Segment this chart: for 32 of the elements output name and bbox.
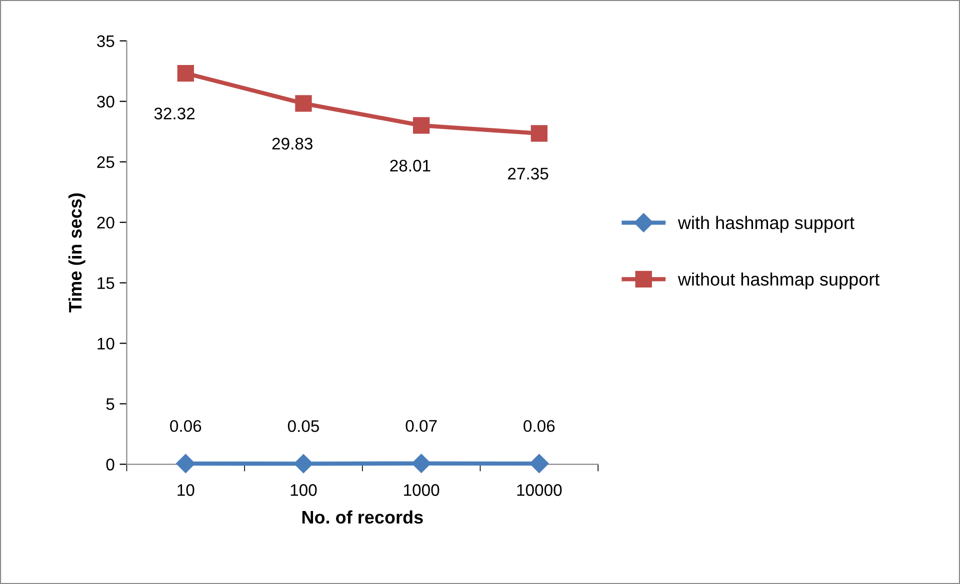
y-axis-title: Time (in secs) [68, 193, 86, 312]
point [294, 454, 314, 474]
data-label: 32.32 [154, 108, 195, 120]
y-tick-label: 10 [98, 338, 114, 350]
y-tick-label: 20 [97, 216, 114, 229]
x-tick-label: 100 [290, 484, 317, 496]
data-label: 0.06 [170, 420, 202, 432]
point [412, 117, 430, 134]
data-label: 0.05 [288, 420, 319, 432]
point [412, 454, 431, 473]
x-tick-label: 10000 [517, 484, 562, 496]
y-tick-label: 0 [106, 458, 114, 470]
point [530, 454, 549, 474]
legend-label: without hashmap support [678, 272, 880, 290]
point [176, 454, 196, 474]
y-tick-label: 35 [97, 35, 114, 48]
data-label: 27.35 [508, 168, 548, 180]
y-tick-label: 25 [97, 156, 114, 168]
data-label: 0.06 [524, 420, 555, 432]
y-tick-label: 5 [106, 398, 114, 410]
legend-label: with hashmap support [678, 216, 854, 233]
point [177, 64, 194, 82]
point [295, 95, 312, 112]
y-tick-label: 30 [97, 96, 114, 108]
y-tick-label: 15 [98, 277, 114, 290]
x-tick-label: 10 [178, 484, 194, 496]
point [530, 125, 548, 142]
data-label: 0.07 [406, 420, 437, 432]
data-label: 29.83 [272, 138, 312, 150]
data-label: 28.01 [390, 160, 430, 172]
x-tick-label: 1000 [404, 484, 440, 496]
x-axis-title: No. of records [302, 510, 423, 524]
